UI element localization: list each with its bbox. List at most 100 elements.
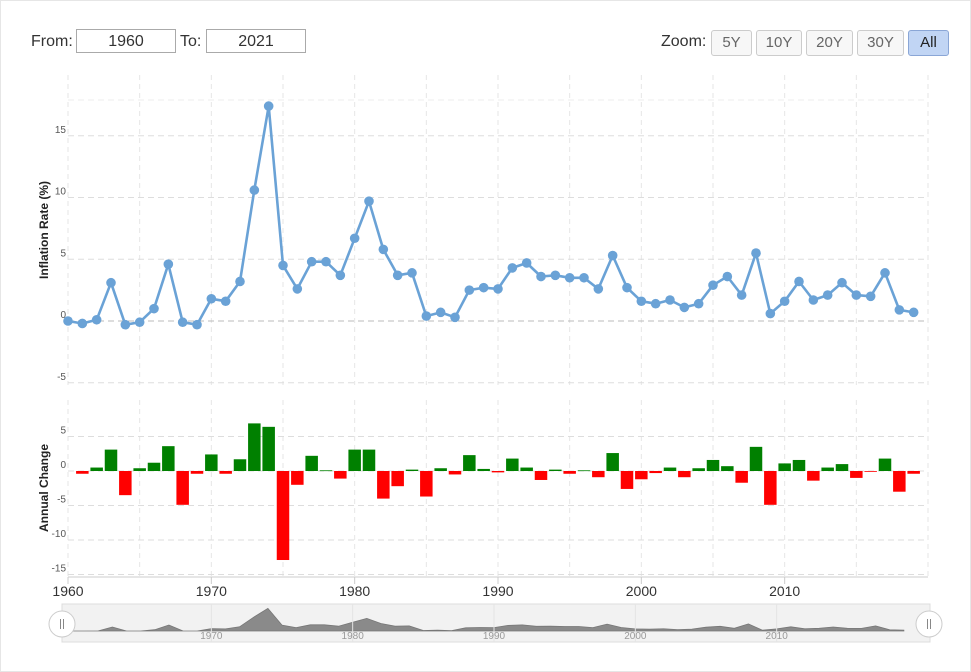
- from-date-input[interactable]: 1960: [76, 29, 176, 53]
- inflation-point: [177, 317, 188, 328]
- bar-ytick-label: -15: [52, 564, 67, 575]
- inflation-point: [751, 248, 761, 258]
- to-date-input[interactable]: 2021: [206, 29, 306, 53]
- change-bar: [463, 455, 476, 471]
- inflation-point: [278, 260, 288, 271]
- inflation-point: [392, 270, 403, 281]
- change-bar: [678, 471, 691, 478]
- zoom-10y-button[interactable]: 10Y: [756, 30, 802, 56]
- inflation-point: [134, 317, 145, 328]
- zoom-all-button[interactable]: All: [908, 30, 949, 56]
- change-bar: [606, 453, 619, 471]
- zoom-label: Zoom:: [661, 33, 707, 50]
- zoom-20y-button[interactable]: 20Y: [806, 30, 853, 56]
- change-bar: [262, 426, 275, 471]
- line-ylabel: Inflation Rate (%): [37, 181, 51, 279]
- inflation-point: [77, 318, 88, 329]
- change-bar: [907, 471, 920, 474]
- change-bar: [477, 468, 490, 471]
- inflation-point: [536, 271, 546, 282]
- inflation-point: [650, 298, 661, 309]
- navigator-left-handle[interactable]: [48, 610, 76, 638]
- inflation-point: [550, 270, 561, 281]
- change-bar: [305, 455, 318, 471]
- inflation-point: [521, 258, 532, 268]
- bar-ylabel: Annual Change: [37, 444, 51, 532]
- change-bar: [649, 471, 662, 474]
- inflation-point: [894, 305, 905, 315]
- change-bar: [735, 471, 748, 483]
- change-bar: [319, 470, 333, 472]
- inflation-point: [851, 290, 862, 300]
- inflation-point: [478, 282, 489, 293]
- change-bar: [706, 459, 720, 471]
- inflation-point: [149, 303, 159, 314]
- change-bar: [90, 467, 103, 471]
- inflation-point: [579, 272, 589, 283]
- inflation-point: [636, 296, 647, 307]
- annual-change-panel: 5 0 -5 -10 -15 Annual Change: [37, 423, 920, 575]
- navigator-right-handle[interactable]: [915, 610, 943, 638]
- inflation-point: [622, 282, 632, 293]
- change-bar: [549, 469, 562, 471]
- change-bar: [577, 470, 591, 472]
- inflation-point: [249, 185, 260, 195]
- change-bar: [104, 449, 118, 471]
- navigator[interactable]: 1970 1980 1990 2000 2010: [48, 603, 943, 643]
- grid-lines: [67, 75, 929, 576]
- inflation-point: [292, 284, 303, 294]
- change-bar: [835, 464, 849, 471]
- inflation-point: [507, 263, 518, 273]
- change-bar: [491, 471, 505, 473]
- change-bar: [620, 471, 634, 489]
- change-bar: [205, 454, 218, 471]
- change-bar: [248, 423, 261, 471]
- inflation-point: [794, 276, 804, 287]
- change-bar: [663, 467, 677, 471]
- navigator-tick-label: 1990: [483, 631, 506, 642]
- change-bar: [534, 471, 548, 480]
- change-bar: [233, 459, 247, 471]
- inflation-point: [736, 290, 747, 300]
- change-bar: [592, 471, 605, 478]
- inflation-point: [693, 298, 704, 309]
- x-tick-label: 1990: [482, 583, 513, 599]
- change-bar: [334, 471, 347, 479]
- change-bar: [864, 471, 877, 472]
- line-ytick-label: -5: [57, 372, 66, 383]
- bar-ytick-label: 0: [60, 460, 66, 471]
- to-label: To:: [180, 33, 202, 50]
- inflation-point: [880, 268, 890, 278]
- inflation-point: [464, 285, 475, 295]
- inflation-point: [708, 280, 718, 290]
- change-bar: [778, 463, 791, 471]
- change-bar: [391, 471, 404, 487]
- inflation-point: [106, 277, 116, 288]
- change-bar: [176, 471, 189, 505]
- change-bar: [520, 467, 533, 471]
- handle-knob: [48, 610, 76, 638]
- inflation-point: [493, 284, 503, 294]
- navigator-tick-label: 2000: [624, 631, 647, 642]
- line-ytick-label: 5: [60, 248, 66, 259]
- x-axis: 1960 1970 1980 1990 2000 2010: [52, 576, 928, 599]
- x-tick-label: 1960: [52, 583, 83, 599]
- inflation-point: [435, 307, 446, 318]
- line-ytick-label: 15: [55, 125, 67, 136]
- navigator-tick-label: 1970: [200, 631, 223, 642]
- zoom-30y-button[interactable]: 30Y: [857, 30, 904, 56]
- inflation-point: [564, 272, 575, 283]
- from-label: From:: [31, 33, 73, 50]
- change-bar: [276, 471, 290, 561]
- zoom-5y-button[interactable]: 5Y: [711, 30, 752, 56]
- x-tick-label: 1980: [339, 583, 370, 599]
- navigator-track: [61, 603, 931, 643]
- inflation-point: [235, 276, 245, 287]
- change-bar: [162, 446, 175, 471]
- change-bar: [850, 471, 863, 478]
- change-bar: [119, 471, 132, 496]
- change-bar: [405, 469, 419, 471]
- inflation-point: [263, 101, 274, 111]
- line-ytick-label: 0: [60, 310, 66, 321]
